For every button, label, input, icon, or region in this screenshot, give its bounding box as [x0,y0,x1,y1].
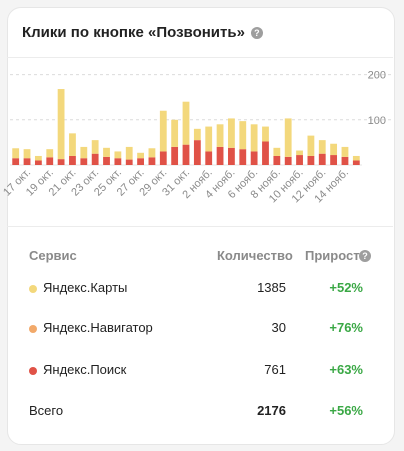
bar-search [148,157,156,165]
bar-search [205,151,213,165]
bar-maps [273,147,281,156]
service-name: Яндекс.Поиск [43,362,127,377]
bar-search [296,155,303,165]
bar-maps [205,126,213,152]
bar-search [307,155,315,165]
bar-search [341,156,349,165]
bar-maps [216,124,224,147]
growth-value: +76% [329,320,363,335]
bar-search [159,151,167,165]
bar-search [216,146,224,165]
bar-search [80,158,88,165]
bar-search [284,156,292,165]
bar-search [69,155,76,165]
bar-search [114,158,122,165]
bar-maps [193,128,201,141]
bar-maps [69,133,76,156]
bar-maps [103,147,110,157]
quantity-value: 761 [264,362,286,377]
bar-maps [296,150,303,156]
column-growth: Прирост [305,248,360,263]
bar-search [262,141,269,165]
bar-maps [46,149,54,158]
bar-search [182,144,190,165]
bar-maps [307,135,315,156]
bar-search [91,153,99,165]
bar-search [57,159,65,165]
growth-help-icon[interactable]: ? [359,250,371,262]
header-divider [7,57,393,58]
growth-value: +52% [329,280,363,295]
bar-maps [171,119,179,147]
total-growth: +56% [329,403,363,418]
bar-search [193,140,201,165]
bar-maps [159,110,167,152]
quantity-value: 30 [271,320,286,335]
bar-maps [284,118,292,157]
bar-maps [330,143,338,156]
card-title: Клики по кнопке «Позвонить» [22,24,245,41]
bar-search [125,159,133,165]
bar-maps [318,140,326,154]
bar-search [137,158,144,165]
bar-search [171,146,179,165]
growth-value: +63% [329,362,363,377]
bar-maps [57,89,65,160]
bar-maps [250,124,258,152]
total-quantity: 2176 [257,403,286,418]
y-tick-label: 200 [368,70,386,82]
chart-divider [7,226,393,227]
bar-maps [239,121,247,150]
bar-maps [148,148,156,158]
bar-maps [352,155,360,161]
y-tick-label: 100 [368,115,386,127]
bar-search [23,158,31,165]
card-header: Клики по кнопке «Позвонить» ? [22,24,263,41]
bar-search [330,155,338,165]
bar-search [318,153,326,165]
bar-search [250,151,258,165]
column-service: Сервис [29,248,77,263]
table-row: Яндекс.Поиск 761 +63% [7,362,393,382]
bar-maps [34,155,42,161]
bar-maps [80,146,88,159]
bar-search [239,149,247,165]
bar-maps [114,151,122,159]
column-quantity: Количество [217,248,293,263]
bar-maps [23,149,31,159]
bar-maps [341,146,349,157]
table-row: Яндекс.Навигатор 30 +76% [7,320,393,340]
bar-maps [262,126,269,142]
bar-search [352,160,360,165]
bar-maps [182,101,190,145]
total-label: Всего [29,403,64,418]
help-icon[interactable]: ? [250,26,263,39]
bar-maps [125,146,133,160]
service-name: Яндекс.Навигатор [43,320,153,335]
bar-search [34,160,42,165]
bar-search [228,147,235,165]
series-dot [29,285,37,293]
bar-search [12,158,20,165]
total-row: Всего 2176 +56% [7,403,393,423]
bar-maps [228,118,235,148]
bar-maps [12,148,20,159]
bar-search [103,156,110,165]
table-row: Яндекс.Карты 1385 +52% [7,280,393,300]
quantity-value: 1385 [257,280,286,295]
bar-search [273,155,281,165]
bar-maps [137,152,144,159]
bar-search [46,157,54,165]
bar-maps [91,140,99,154]
series-dot [29,325,37,333]
service-name: Яндекс.Карты [43,280,128,295]
series-dot [29,367,37,375]
